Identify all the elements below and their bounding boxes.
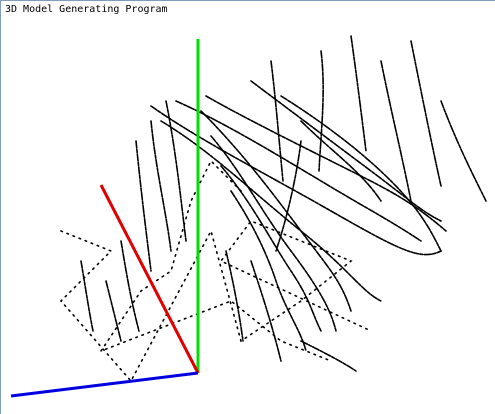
x-axis: [101, 185, 198, 373]
app-window: 3D Model Generating Program: [0, 0, 495, 414]
viewport: [1, 1, 495, 414]
z-axis: [11, 373, 198, 396]
point-cloud: [61, 36, 486, 381]
